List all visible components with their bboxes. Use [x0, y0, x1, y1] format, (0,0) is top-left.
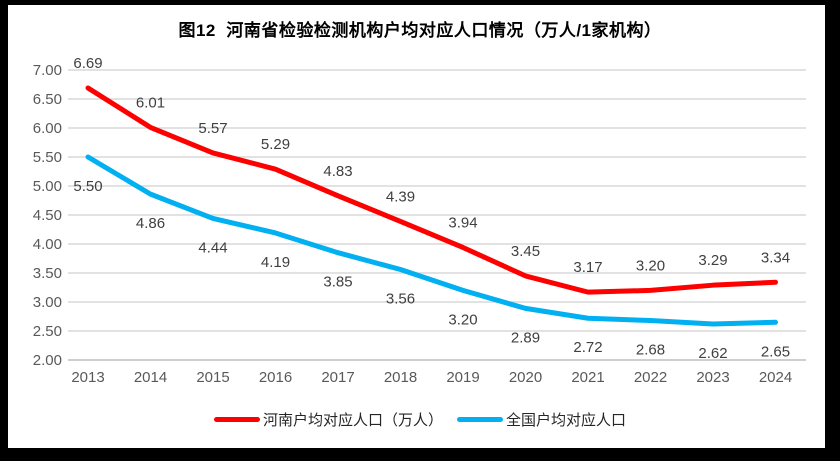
x-axis-tick-label: 2021 — [571, 369, 604, 386]
frame-border-top — [0, 0, 840, 5]
y-axis-tick-label: 3.00 — [33, 294, 62, 311]
x-axis-tick-label: 2018 — [384, 369, 417, 386]
series-line-1 — [85, 154, 778, 327]
legend-label-henan: 河南户均对应人口（万人） — [262, 412, 443, 429]
x-axis-tick-label: 2014 — [134, 369, 167, 386]
frame-border-left — [0, 0, 8, 461]
series-line-0 — [85, 85, 778, 295]
x-axis-tick-label: 2024 — [759, 369, 792, 386]
legend-entry-national: 全国户均对应人口 — [457, 409, 626, 430]
x-axis-tick-label: 2017 — [321, 369, 354, 386]
data-label: 4.44 — [198, 239, 227, 256]
data-label: 2.68 — [636, 342, 665, 359]
x-axis-tick-label: 2020 — [509, 369, 542, 386]
y-axis-tick-label: 7.00 — [33, 62, 62, 79]
data-label: 5.29 — [261, 136, 290, 153]
x-axis-tick-label: 2015 — [196, 369, 229, 386]
data-label: 3.20 — [448, 311, 477, 328]
data-label: 3.56 — [386, 291, 415, 308]
data-label: 5.50 — [73, 178, 102, 195]
data-label: 2.65 — [761, 343, 790, 360]
legend-entry-henan: 河南户均对应人口（万人） — [213, 409, 443, 430]
data-label: 3.29 — [698, 252, 727, 269]
data-label: 4.86 — [136, 215, 165, 232]
x-axis-tick-label: 2013 — [71, 369, 104, 386]
data-label: 3.85 — [323, 274, 352, 291]
data-label: 4.83 — [323, 163, 352, 180]
data-label: 6.69 — [73, 55, 102, 72]
y-axis-tick-label: 2.00 — [33, 352, 62, 369]
y-axis-tick-label: 2.50 — [33, 323, 62, 340]
frame-border-right — [825, 0, 840, 461]
data-label: 3.34 — [761, 249, 790, 266]
x-axis-tick-label: 2023 — [696, 369, 729, 386]
data-label: 5.57 — [198, 120, 227, 137]
data-label: 3.20 — [636, 257, 665, 274]
y-axis-tick-label: 6.50 — [33, 91, 62, 108]
data-label: 3.94 — [448, 214, 477, 231]
frame-border-bottom — [0, 448, 840, 461]
y-axis-tick-label: 5.00 — [33, 178, 62, 195]
data-label: 2.89 — [511, 329, 540, 346]
y-axis-tick-label: 6.00 — [33, 120, 62, 137]
x-axis-tick-label: 2016 — [259, 369, 292, 386]
data-label: 4.19 — [261, 254, 290, 271]
legend-label-national: 全国户均对应人口 — [506, 412, 627, 429]
x-axis-tick-label: 2022 — [634, 369, 667, 386]
y-axis-tick-label: 4.50 — [33, 207, 62, 224]
chart-title: 图12 河南省检验检测机构户均对应人口情况（万人/1家机构） — [178, 21, 662, 40]
y-axis-tick-label: 3.50 — [33, 265, 62, 282]
data-label: 3.45 — [511, 243, 540, 260]
y-axis-tick-label: 4.00 — [33, 236, 62, 253]
y-axis-tick-label: 5.50 — [33, 149, 62, 166]
data-label: 2.62 — [698, 345, 727, 362]
legend-swatch-henan-icon — [213, 417, 260, 422]
chart-legend: 河南户均对应人口（万人） 全国户均对应人口 — [0, 409, 840, 430]
x-axis-tick-label: 2019 — [446, 369, 479, 386]
data-label: 3.17 — [573, 259, 602, 276]
data-label: 6.01 — [136, 94, 165, 111]
data-label: 2.72 — [573, 339, 602, 356]
legend-swatch-national-icon — [457, 417, 503, 422]
data-label: 4.39 — [386, 188, 415, 205]
